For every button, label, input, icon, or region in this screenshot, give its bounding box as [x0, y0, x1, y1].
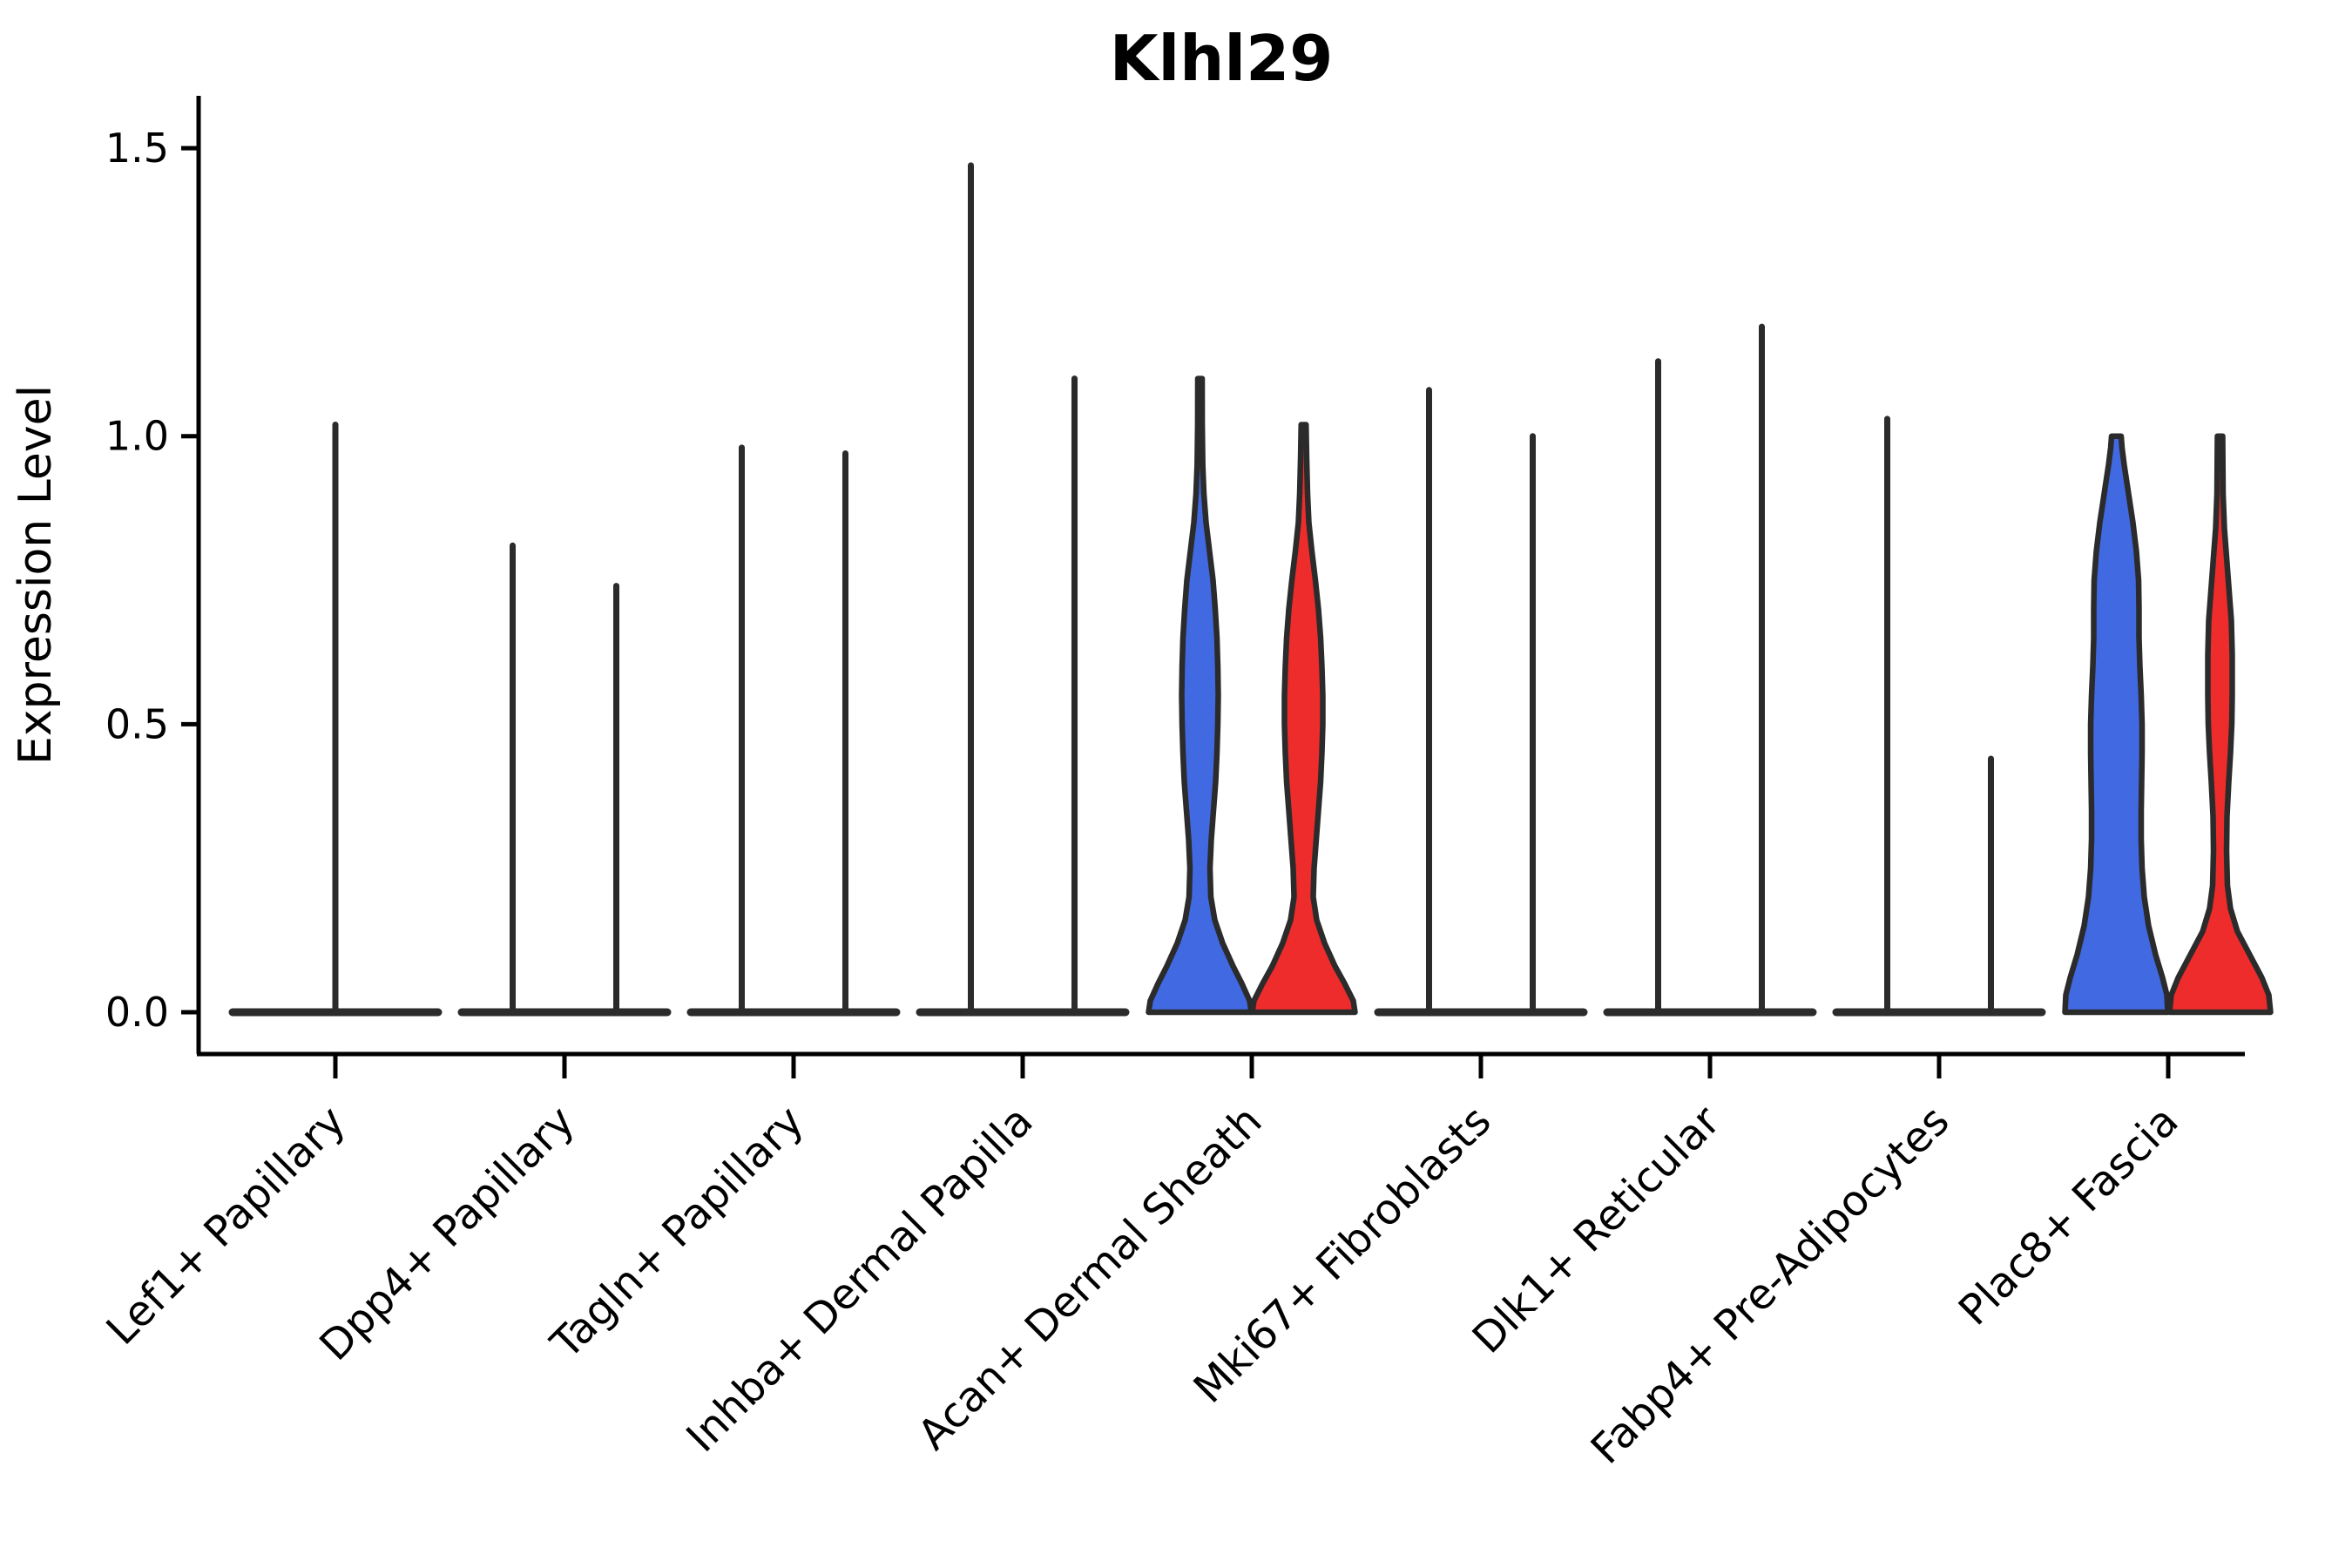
violin-blue	[1146, 375, 1254, 1016]
y-tick-label: 1.5	[105, 125, 169, 172]
chart-title: Klhl29	[1110, 22, 1334, 95]
y-tick-label: 0.0	[105, 989, 169, 1036]
y-axis-label: Expression Level	[10, 385, 62, 765]
violin-red	[2166, 433, 2274, 1016]
violin-blue	[2062, 433, 2171, 1016]
x-tick-label: Plac8+ Fascia	[1950, 1097, 2188, 1335]
x-tick-label: Dpp4+ Papillary	[310, 1097, 584, 1370]
y-tick-label: 0.5	[105, 700, 169, 747]
x-tick-label: Tagln+ Papillary	[541, 1097, 813, 1369]
x-tick-label: Dlk1+ Reticular	[1463, 1097, 1730, 1363]
violin-red	[1249, 422, 1358, 1016]
y-tick-label: 1.0	[105, 413, 169, 460]
x-tick-label: Lef1+ Papillary	[98, 1097, 355, 1355]
